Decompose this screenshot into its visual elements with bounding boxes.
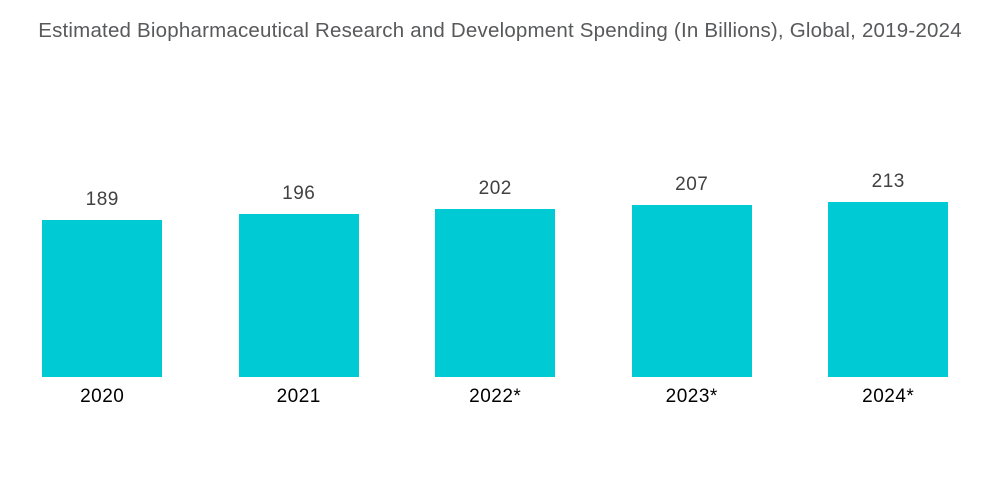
value-label: 213 [871, 171, 905, 192]
category-label: 2024* [862, 386, 915, 407]
bar [828, 202, 949, 377]
bar-chart: 189 2020 196 2021 202 2022* 207 2023* 213 2024* [4, 171, 988, 407]
value-label: 207 [675, 173, 709, 195]
value-label: 202 [478, 177, 512, 199]
bar-column-2022: 202 2022* [397, 171, 594, 407]
value-label: 189 [85, 188, 119, 210]
bar-column-2024: 213 2024* [790, 171, 987, 407]
bar [42, 219, 163, 377]
category-label: 2022* [469, 386, 522, 407]
bar [238, 213, 359, 377]
bar [631, 204, 752, 377]
bar [435, 208, 556, 377]
bar-column-2023: 207 2023* [594, 171, 791, 407]
category-label: 2020 [80, 386, 125, 407]
bar-column-2021: 196 2021 [201, 171, 398, 407]
bar-column-2020: 189 2020 [4, 171, 201, 407]
category-label: 2023* [665, 386, 718, 407]
value-label: 196 [282, 182, 316, 204]
chart-title: Estimated Biopharmaceutical Research and… [38, 19, 962, 42]
category-label: 2021 [276, 386, 321, 407]
